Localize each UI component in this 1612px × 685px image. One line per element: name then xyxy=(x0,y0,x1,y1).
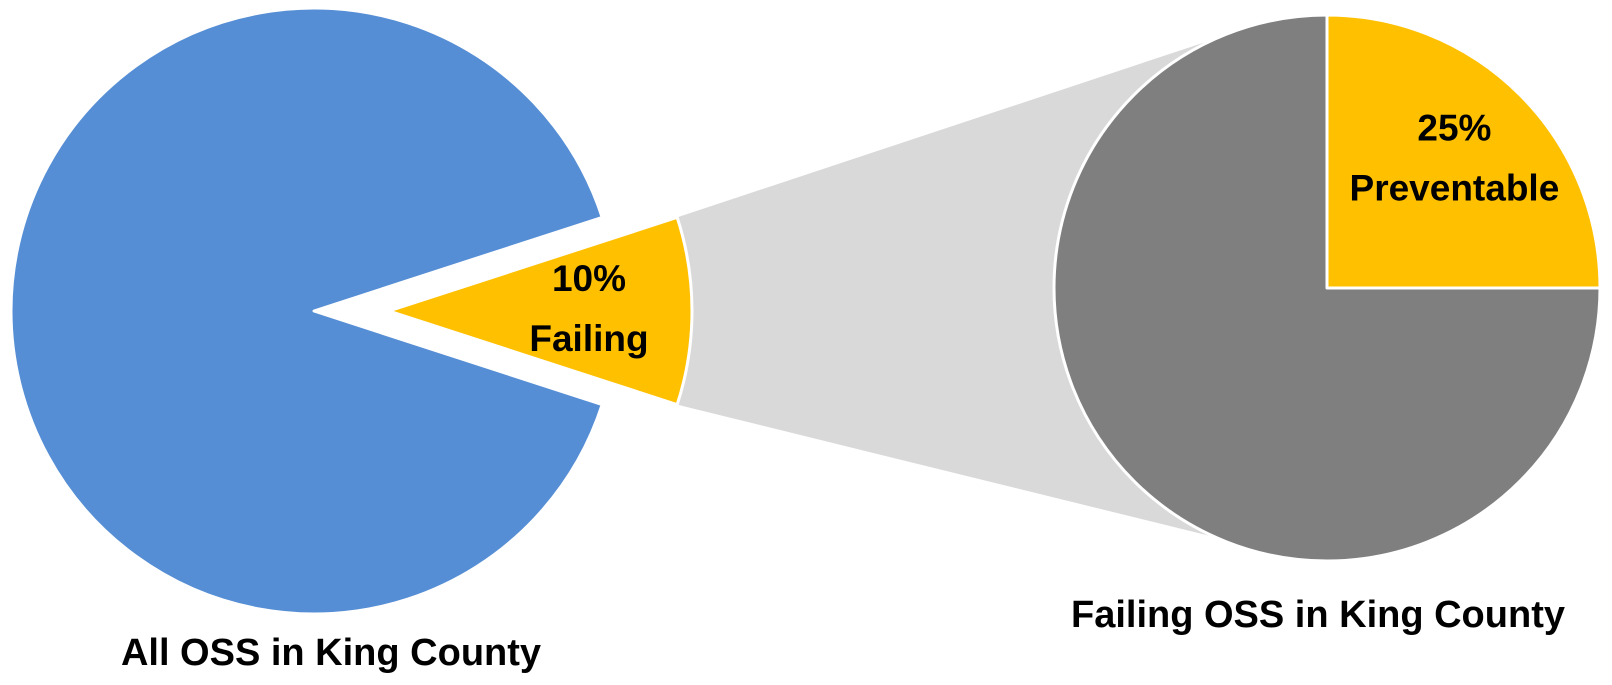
pie-slice xyxy=(1325,13,1602,290)
pie-slice xyxy=(1052,13,1602,563)
slice-label: Preventable xyxy=(1350,167,1560,208)
pie-layer: 10% Failing 25% Preventable xyxy=(9,6,1602,616)
pie-slice xyxy=(9,6,604,616)
connector-layer xyxy=(677,38,1216,538)
data-label: 10% xyxy=(552,258,626,299)
chart-title: Failing OSS in King County xyxy=(1071,594,1565,636)
pie-slice xyxy=(387,215,694,407)
connector xyxy=(677,38,1216,538)
slice-label: Failing xyxy=(529,318,648,359)
chart-title: All OSS in King County xyxy=(121,632,541,674)
data-label: 25% xyxy=(1417,107,1491,148)
